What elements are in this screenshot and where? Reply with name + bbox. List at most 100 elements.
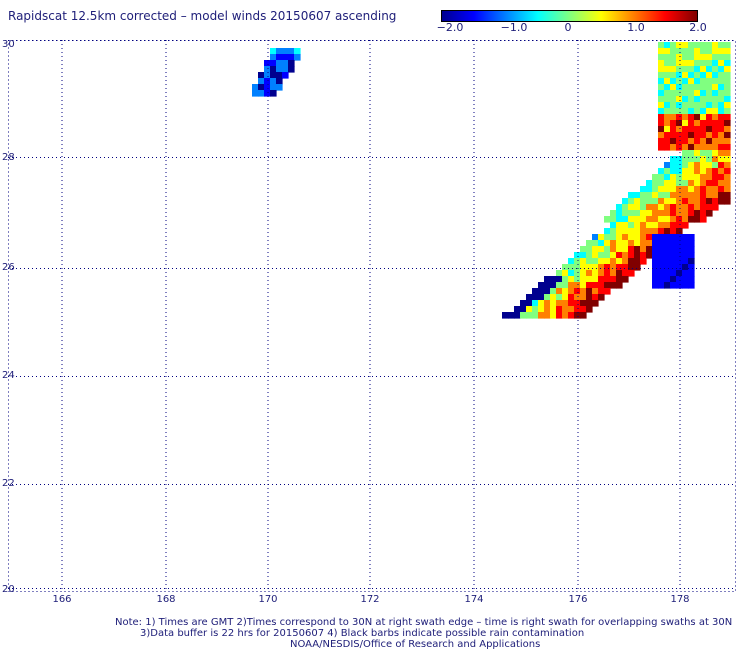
wind-cell [652, 276, 659, 283]
wind-cell [610, 210, 617, 217]
wind-cell [574, 312, 581, 319]
wind-cell [264, 60, 271, 67]
wind-cell [288, 66, 295, 73]
wind-cell [670, 192, 677, 199]
wind-cell [724, 198, 731, 205]
wind-cell [616, 228, 623, 235]
wind-cell [682, 234, 689, 241]
wind-cell [688, 198, 695, 205]
wind-cell [580, 276, 587, 283]
wind-cell [664, 168, 671, 175]
wind-cell [598, 240, 605, 247]
wind-cell [688, 156, 695, 163]
wind-cell [676, 42, 683, 49]
wind-cell [604, 270, 611, 277]
wind-cell [676, 84, 683, 91]
wind-cell [640, 210, 647, 217]
wind-cell [264, 84, 271, 91]
wind-cell [712, 192, 719, 199]
wind-cell [706, 78, 713, 85]
wind-cell [688, 102, 695, 109]
wind-cell [282, 60, 289, 67]
wind-cell [520, 300, 527, 307]
wind-cell [610, 246, 617, 253]
wind-cell [574, 264, 581, 271]
wind-cell [670, 144, 677, 151]
wind-cell [580, 288, 587, 295]
wind-cell [598, 264, 605, 271]
wind-cell [640, 204, 647, 211]
wind-cell [670, 264, 677, 271]
wind-cell [282, 54, 289, 61]
wind-cell [724, 48, 731, 55]
wind-cell [580, 300, 587, 307]
wind-cell [670, 258, 677, 265]
wind-cell [568, 270, 575, 277]
wind-cell [712, 168, 719, 175]
lat-lon-grid [8, 40, 736, 592]
wind-cell [550, 282, 557, 289]
wind-cell [682, 174, 689, 181]
wind-cell [670, 210, 677, 217]
wind-cell [664, 276, 671, 283]
wind-cell [670, 246, 677, 253]
wind-cell [574, 252, 581, 259]
lon-label-172: 172 [360, 594, 380, 605]
wind-cell [282, 72, 289, 79]
wind-cell [658, 234, 665, 241]
wind-cell [688, 144, 695, 151]
wind-cell [258, 90, 265, 97]
wind-cell [688, 42, 695, 49]
wind-cell [646, 204, 653, 211]
wind-cell [688, 282, 695, 289]
wind-cell [712, 84, 719, 91]
wind-cell [652, 216, 659, 223]
wind-cell [706, 204, 713, 211]
wind-cell [610, 270, 617, 277]
wind-cell [664, 102, 671, 109]
wind-cell [604, 252, 611, 259]
wind-cell [646, 192, 653, 199]
wind-cell [700, 96, 707, 103]
wind-cell [670, 234, 677, 241]
wind-cell [706, 126, 713, 133]
wind-cell [270, 60, 277, 67]
wind-cell [724, 66, 731, 73]
wind-cell [550, 276, 557, 283]
wind-cell [586, 282, 593, 289]
wind-cell [664, 234, 671, 241]
wind-cell [544, 294, 551, 301]
wind-cell [706, 156, 713, 163]
wind-cell [646, 210, 653, 217]
wind-cell [706, 48, 713, 55]
wind-cell [270, 90, 277, 97]
wind-cell [658, 114, 665, 121]
wind-cell [568, 294, 575, 301]
wind-cell [724, 102, 731, 109]
wind-cell [616, 264, 623, 271]
wind-cell [670, 240, 677, 247]
wind-cell [586, 246, 593, 253]
wind-cell [724, 54, 731, 61]
footnote-line-3: NOAA/NESDIS/Office of Research and Appli… [290, 639, 541, 650]
wind-cell [676, 96, 683, 103]
wind-cell [724, 132, 731, 139]
wind-cell [664, 132, 671, 139]
wind-cell [574, 258, 581, 265]
wind-cell [682, 138, 689, 145]
wind-cell [682, 78, 689, 85]
wind-cell [604, 276, 611, 283]
wind-cell [586, 258, 593, 265]
wind-cell [688, 132, 695, 139]
wind-cell [724, 90, 731, 97]
wind-cell [682, 72, 689, 79]
lon-label-170: 170 [258, 594, 278, 605]
wind-cell [670, 204, 677, 211]
wind-cell [682, 270, 689, 277]
wind-cell [556, 288, 563, 295]
wind-cell [646, 186, 653, 193]
wind-cell [670, 72, 677, 79]
wind-cell [670, 252, 677, 259]
wind-cell [664, 174, 671, 181]
wind-cell [688, 234, 695, 241]
